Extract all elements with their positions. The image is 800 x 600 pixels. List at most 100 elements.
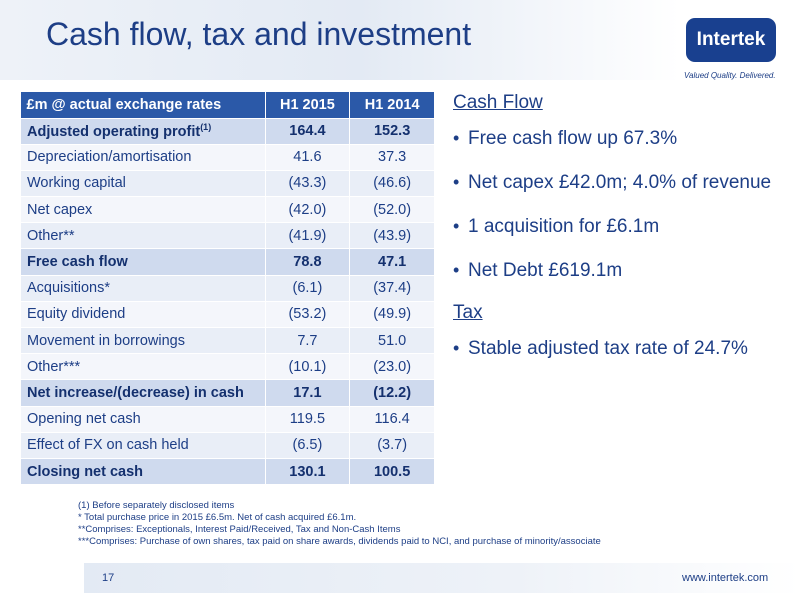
- footnotes: (1) Before separately disclosed items * …: [78, 500, 601, 548]
- bullet-text: Net capex £42.0m; 4.0% of revenue: [468, 172, 772, 193]
- value-h1-2014: (52.0): [349, 196, 435, 224]
- row-label: Other***: [20, 353, 266, 381]
- table-row: Free cash flow 78.8 47.1: [20, 248, 435, 276]
- footnote: (1) Before separately disclosed items: [78, 500, 235, 511]
- value-h1-2014: 152.3: [349, 117, 435, 145]
- row-label-text: Depreciation/amortisation: [27, 149, 192, 166]
- footnote-marker: (1): [200, 122, 212, 133]
- value-h1-2015: 7.7: [264, 326, 351, 355]
- footer-band: [84, 563, 800, 593]
- table-body: Adjusted operating profit(1) 164.4 152.3 De…: [20, 117, 435, 486]
- row-label: Net capex: [20, 196, 266, 224]
- table-row: Depreciation/amortisation 41.6 37.3: [20, 143, 435, 171]
- cash-flow-heading: Cash Flow: [453, 92, 543, 113]
- value-h1-2015: (6.5): [264, 431, 351, 459]
- value-h1-2014: (3.7): [349, 431, 435, 459]
- page-number: 17: [102, 572, 115, 584]
- table-row: Working capital (43.3) (46.6): [20, 169, 435, 198]
- table-header-row: £m @ actual exchange rates H1 2015 H1 20…: [20, 92, 435, 118]
- value-h1-2015: 17.1: [264, 379, 351, 407]
- value-h1-2014: (49.9): [349, 300, 435, 329]
- row-label: Free cash flow: [20, 248, 266, 276]
- value-h1-2015: 119.5: [264, 405, 351, 433]
- bullet-text: Free cash flow up 67.3%: [468, 128, 678, 149]
- footnote: **Comprises: Exceptionals, Interest Paid…: [78, 524, 401, 535]
- row-label: Effect of FX on cash held: [20, 431, 266, 459]
- table-row: Opening net cash 119.5 116.4: [20, 405, 435, 433]
- row-label: Movement in borrowings: [20, 326, 266, 355]
- column-header-h1-2015: H1 2015: [265, 92, 351, 118]
- table-row: Effect of FX on cash held (6.5) (3.7): [20, 431, 435, 459]
- row-label-text: Acquisitions*: [27, 280, 111, 297]
- row-label: Equity dividend: [20, 300, 266, 329]
- footnote: * Total purchase price in 2015 £6.5m. Ne…: [78, 512, 357, 523]
- row-label-text: Opening net cash: [27, 411, 141, 428]
- row-label: Adjusted operating profit(1): [20, 117, 266, 145]
- column-header-label: £m @ actual exchange rates: [20, 92, 266, 118]
- value-h1-2014: (23.0): [349, 353, 435, 381]
- value-h1-2014: 116.4: [349, 405, 435, 433]
- bullet-dot-icon: •: [453, 338, 460, 358]
- table-row: Net increase/(decrease) in cash 17.1 (12.2…: [20, 379, 435, 407]
- table-row: Movement in borrowings 7.7 51.0: [20, 326, 435, 355]
- website-link[interactable]: www.intertek.com: [682, 572, 769, 584]
- value-h1-2014: 51.0: [349, 326, 435, 355]
- bullet-dot-icon: •: [453, 128, 460, 148]
- row-label-text: Net capex: [27, 201, 93, 218]
- row-label: Other**: [20, 222, 266, 250]
- row-label: Opening net cash: [20, 405, 266, 433]
- bullet-dot-icon: •: [453, 260, 460, 280]
- row-label-text: Working capital: [27, 175, 126, 192]
- row-label-text: Other***: [27, 358, 81, 375]
- bullet-text: Stable adjusted tax rate of 24.7%: [468, 338, 748, 359]
- table-row: Other** (41.9) (43.9): [20, 222, 435, 250]
- row-label-text: Net increase/(decrease) in cash: [27, 384, 244, 401]
- bullet-dot-icon: •: [453, 172, 460, 192]
- row-label: Depreciation/amortisation: [20, 143, 266, 171]
- value-h1-2014: (46.6): [349, 169, 435, 198]
- value-h1-2015: 164.4: [264, 117, 351, 145]
- table-row: Other*** (10.1) (23.0): [20, 353, 435, 381]
- cash-flow-table: £m @ actual exchange rates H1 2015 H1 20…: [20, 92, 435, 486]
- value-h1-2014: (12.2): [349, 379, 435, 407]
- row-label-text: Effect of FX on cash held: [27, 437, 189, 454]
- bullet-text: 1 acquisition for £6.1m: [468, 216, 660, 237]
- bullet-item: • Stable adjusted tax rate of 24.7%: [453, 336, 793, 361]
- row-label: Closing net cash: [20, 457, 266, 486]
- value-h1-2015: (43.3): [264, 169, 351, 198]
- table-row: Equity dividend (53.2) (49.9): [20, 300, 435, 329]
- value-h1-2015: 41.6: [264, 143, 351, 171]
- row-label: Net increase/(decrease) in cash: [20, 379, 266, 407]
- slide-title: Cash flow, tax and investment: [46, 16, 472, 52]
- row-label-text: Free cash flow: [27, 254, 128, 271]
- row-label-text: Closing net cash: [27, 463, 144, 480]
- intertek-logo: Intertek: [686, 18, 776, 62]
- row-label-text: Other**: [27, 227, 75, 244]
- bullet-item: • Net Debt £619.1m: [453, 258, 793, 283]
- value-h1-2014: 100.5: [349, 457, 435, 486]
- value-h1-2015: (53.2): [264, 300, 351, 329]
- value-h1-2014: (43.9): [349, 222, 435, 250]
- bullet-item: • Free cash flow up 67.3%: [453, 126, 793, 151]
- column-header-h1-2014: H1 2014: [349, 92, 435, 118]
- footnote: ***Comprises: Purchase of own shares, ta…: [78, 536, 601, 547]
- row-label-text: Equity dividend: [27, 306, 126, 323]
- row-label: Acquisitions*: [20, 274, 266, 302]
- value-h1-2015: (41.9): [264, 222, 351, 250]
- bullet-item: • 1 acquisition for £6.1m: [453, 214, 793, 239]
- table-row: Adjusted operating profit(1) 164.4 152.3: [20, 117, 435, 145]
- header-band: [0, 0, 800, 80]
- logo-tagline: Valued Quality. Delivered.: [684, 71, 776, 80]
- row-label-text: Movement in borrowings: [27, 332, 185, 349]
- value-h1-2015: 130.1: [264, 457, 351, 486]
- value-h1-2014: 47.1: [349, 248, 435, 276]
- value-h1-2014: 37.3: [349, 143, 435, 171]
- table-row: Closing net cash 130.1 100.5: [20, 457, 435, 486]
- bullet-item: • Net capex £42.0m; 4.0% of revenue: [453, 170, 793, 195]
- cash-flow-bullets: • Free cash flow up 67.3% • Net capex £42.…: [453, 126, 793, 283]
- tax-heading: Tax: [453, 302, 483, 323]
- table-row: Acquisitions* (6.1) (37.4): [20, 274, 435, 302]
- value-h1-2015: (10.1): [264, 353, 351, 381]
- table-row: Net capex (42.0) (52.0): [20, 196, 435, 224]
- bullet-dot-icon: •: [453, 216, 460, 236]
